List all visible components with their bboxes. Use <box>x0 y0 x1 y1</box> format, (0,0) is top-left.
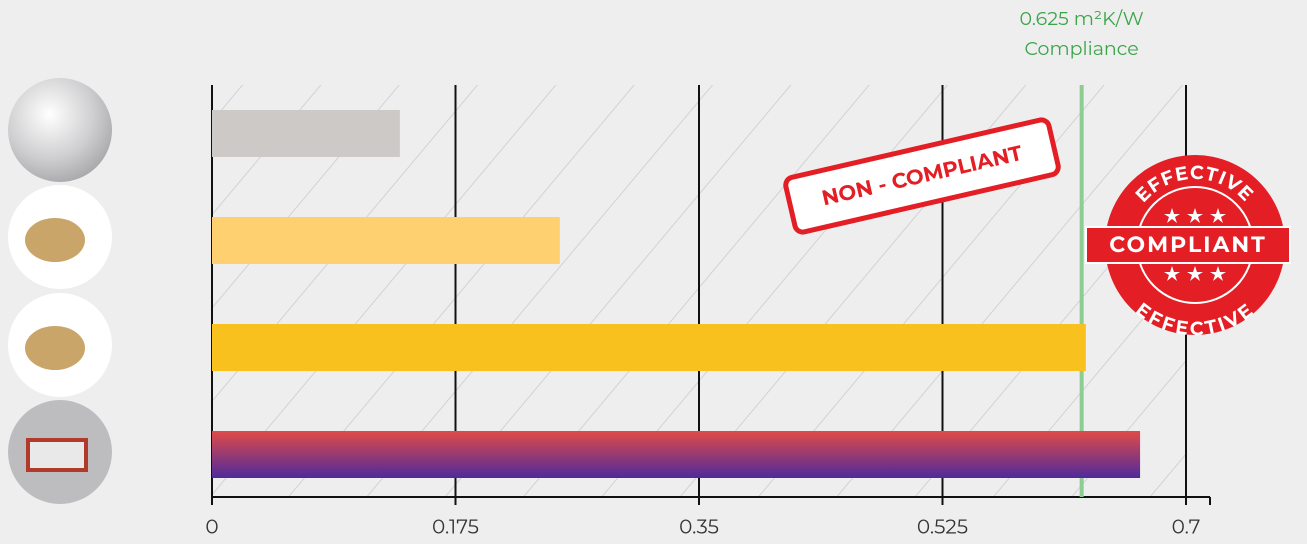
product-images <box>8 78 112 504</box>
x-tick-label: 0.525 <box>917 515 968 539</box>
bar <box>212 217 560 264</box>
product-image-detail <box>25 218 85 262</box>
x-tick-label: 0 <box>205 515 218 539</box>
product-image-detail <box>28 440 86 470</box>
threshold-label: 0.625 m²K/W <box>1019 7 1143 30</box>
product-image <box>8 78 112 182</box>
product-image-detail <box>25 326 85 370</box>
x-tick-label: 0.175 <box>432 515 479 539</box>
plot-area: 0 0.175 0.35 0.525 0.7 <box>205 85 1210 539</box>
badge-middle-text: COMPLIANT <box>1109 231 1266 258</box>
chart: 00.1750.350.5250.7 NON - COMPLIANT EFFEC… <box>0 0 1307 544</box>
x-tick-label: 0.35 <box>679 515 719 539</box>
threshold-text: Compliance <box>1025 37 1139 60</box>
x-tick-label: 0.7 <box>1172 515 1201 539</box>
bar <box>212 431 1140 478</box>
bar <box>212 324 1086 371</box>
page: {"chart_data": { "type": "bar", "orienta… <box>0 0 1307 544</box>
bar <box>212 110 400 157</box>
